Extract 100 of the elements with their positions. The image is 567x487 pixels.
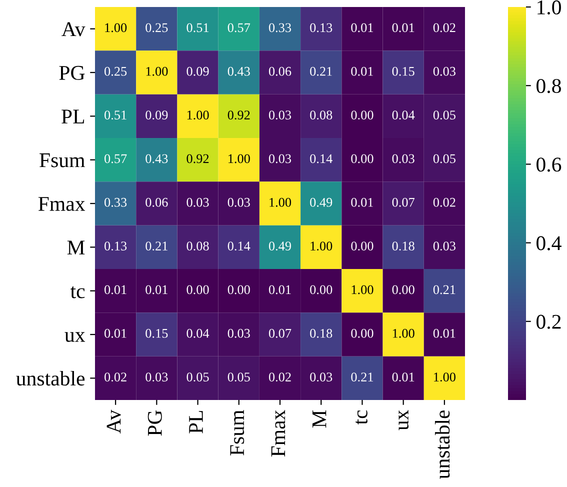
data-label: 0.00 [310, 285, 332, 294]
data-label: 0.03 [268, 154, 292, 164]
data-label: 0.03 [186, 198, 209, 207]
data-label: 0.00 [186, 285, 209, 294]
data-label: 0.51 [186, 23, 209, 32]
y-tick-label: PG [59, 66, 85, 80]
data-label: 0.00 [351, 242, 374, 251]
data-label: 0.03 [146, 372, 168, 382]
data-label: 0.03 [433, 242, 456, 251]
data-label: 0.05 [433, 154, 456, 164]
data-label: 0.14 [310, 154, 332, 164]
data-label: 0.00 [351, 110, 374, 120]
data-label: 0.49 [268, 242, 292, 251]
data-label: 0.01 [392, 372, 414, 382]
data-label: 0.51 [104, 110, 126, 120]
color-bar-label: 1.0 [538, 0, 561, 15]
data-label: 0.08 [186, 242, 209, 251]
data-label: 0.01 [433, 328, 456, 338]
data-label: 0.92 [228, 110, 250, 120]
data-label: 0.01 [104, 328, 126, 338]
data-label: 0.57 [228, 23, 250, 32]
data-label: 0.21 [146, 242, 168, 251]
data-label: 0.01 [268, 285, 291, 294]
data-label: 0.13 [310, 23, 332, 32]
data-label: 1.00 [310, 242, 332, 251]
data-label: 0.03 [310, 372, 332, 382]
data-label: 0.03 [268, 110, 292, 120]
data-label: 0.15 [146, 328, 168, 338]
data-label: 0.14 [228, 242, 250, 251]
data-label: 0.13 [104, 242, 127, 251]
x-tick-label: ux [398, 410, 409, 430]
data-label: 0.33 [268, 23, 292, 32]
data-label: 0.09 [146, 110, 168, 120]
data-label: 0.43 [146, 154, 168, 164]
data-label: 0.09 [186, 66, 209, 76]
x-tick-label: tc [356, 410, 368, 425]
data-label: 0.02 [104, 372, 126, 382]
data-label: 0.33 [104, 198, 127, 207]
data-label: 0.03 [392, 154, 414, 164]
data-label: 0.25 [146, 23, 168, 32]
data-label: 1.00 [187, 110, 209, 120]
data-label: 0.18 [310, 328, 332, 338]
data-label: 0.00 [392, 285, 414, 294]
data-label: 0.21 [433, 285, 456, 294]
x-tick-label: PG [148, 410, 162, 436]
y-tick-label: unstable [16, 370, 85, 386]
color-bar-label: 0.6 [536, 158, 562, 172]
data-label: 1.00 [434, 372, 456, 382]
data-label: 0.01 [146, 285, 168, 294]
x-tick-label: Fsum [230, 410, 244, 456]
x-tick-label: Av [106, 410, 121, 434]
y-tick-label: PL [62, 110, 84, 124]
data-label: 0.57 [104, 154, 127, 164]
data-label: 1.00 [105, 23, 127, 32]
data-label: 0.21 [310, 66, 332, 76]
x-tick-label: M [312, 410, 326, 428]
data-label: 0.01 [351, 66, 373, 76]
data-label: 0.04 [392, 110, 415, 120]
data-label: 0.03 [228, 328, 250, 338]
data-label: 0.21 [351, 372, 373, 382]
x-tick-label: PL [189, 410, 203, 434]
y-tick-label: Fmax [38, 197, 86, 211]
color-bar-label: 0.4 [536, 236, 562, 250]
y-tick-label: ux [64, 332, 86, 342]
data-label: 0.03 [433, 66, 456, 76]
data-label: 0.03 [228, 198, 250, 207]
data-label: 0.02 [433, 198, 456, 207]
data-label: 0.01 [351, 23, 373, 32]
data-label: 0.00 [228, 285, 250, 294]
data-label: 0.04 [186, 328, 210, 338]
data-label: 0.05 [433, 110, 456, 120]
data-label: 1.00 [270, 198, 292, 207]
data-label: 1.00 [228, 154, 250, 164]
color-bar-label: 0.8 [536, 78, 561, 94]
data-label: 0.08 [310, 110, 332, 120]
x-tick-label: Fmax [271, 410, 286, 457]
data-label: 0.00 [351, 154, 374, 164]
y-tick-label: tc [70, 286, 85, 298]
data-label: 0.06 [268, 66, 292, 76]
y-tick-label: Av [62, 22, 86, 36]
data-label: 0.43 [228, 66, 250, 76]
data-label: 0.05 [186, 372, 209, 382]
data-label: 0.06 [146, 198, 168, 207]
y-tick-label: Fsum [40, 153, 85, 168]
data-label: 0.18 [392, 242, 414, 251]
data-label: 0.92 [186, 154, 209, 164]
y-tick-label: M [67, 240, 85, 254]
data-label: 0.01 [351, 198, 373, 207]
data-label: 0.49 [310, 198, 332, 207]
data-label: 0.07 [268, 328, 292, 338]
data-label: 1.00 [146, 66, 168, 76]
color-bar-label: 0.2 [536, 314, 561, 329]
data-label: 0.00 [351, 328, 374, 338]
data-label: 0.07 [392, 198, 414, 207]
data-label: 0.05 [228, 372, 250, 382]
x-tick-label: unstable [435, 410, 450, 479]
data-label: 0.02 [268, 372, 291, 382]
data-label: 0.02 [433, 23, 456, 32]
data-label: 0.25 [104, 66, 127, 76]
data-label: 0.15 [392, 66, 414, 76]
